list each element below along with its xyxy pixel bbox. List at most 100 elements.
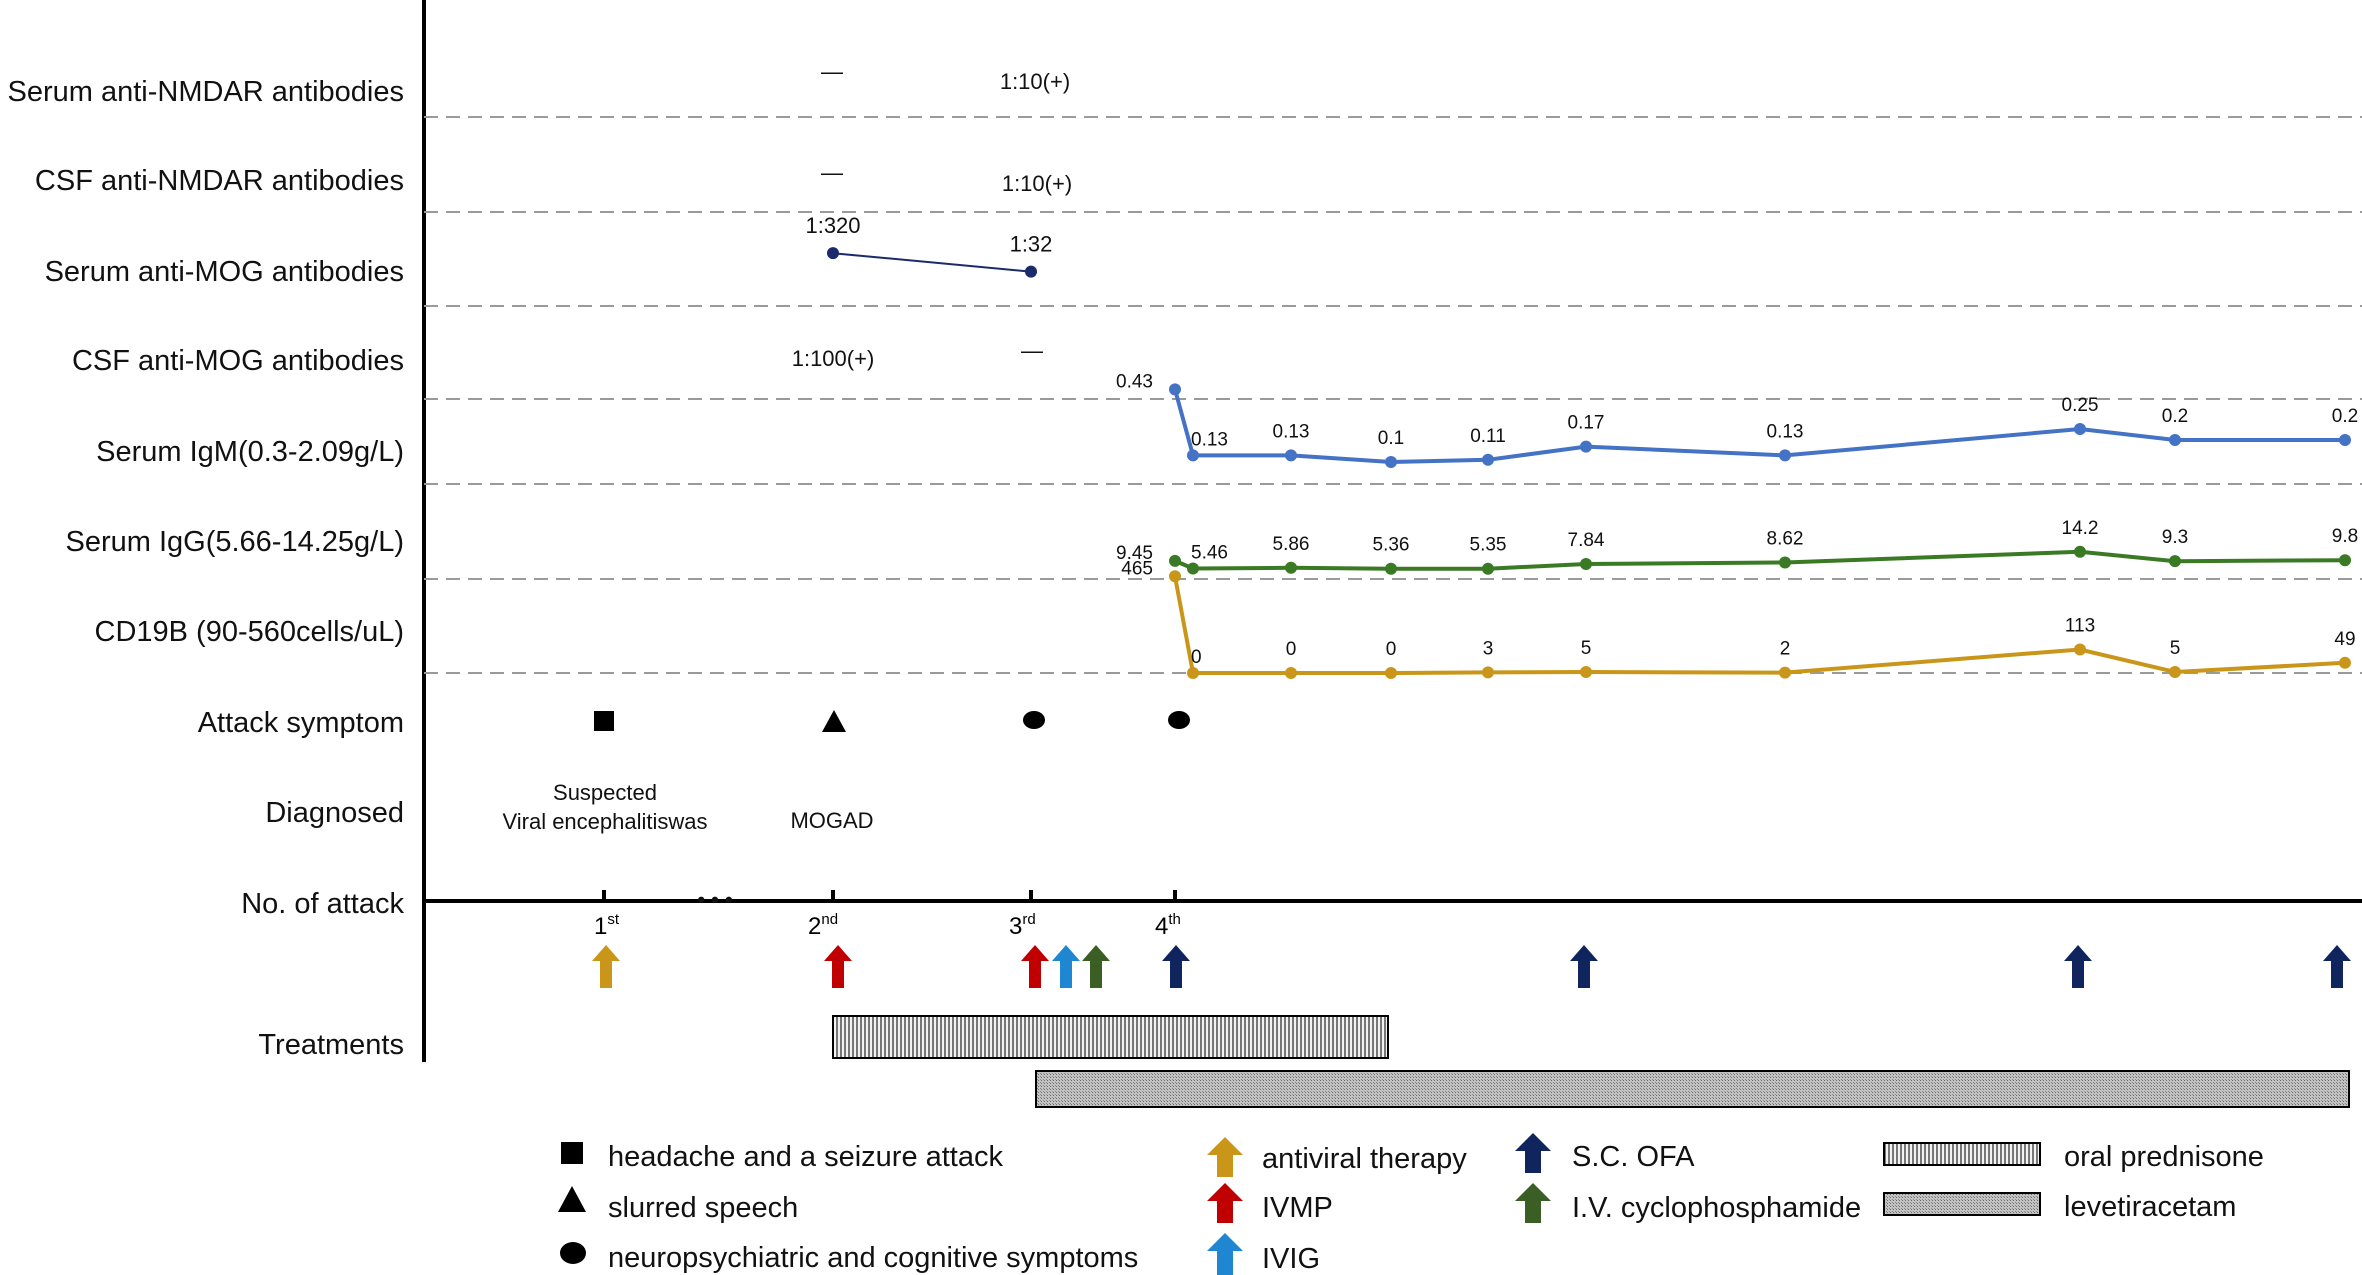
cd19-data-point: [1187, 667, 1199, 679]
cd19-data-label: 465: [1121, 558, 1153, 579]
legend-slurred: slurred speech: [608, 1192, 798, 1224]
igg-data-point: [2169, 555, 2181, 568]
cd19-data-label: 5: [2170, 638, 2181, 659]
symptom-slurred-speech: [822, 710, 846, 732]
legend-antiviral-arrow-icon: [1207, 1137, 1243, 1177]
legend-cyclo-arrow-icon: [1515, 1183, 1551, 1223]
mog-data-point: [1025, 265, 1037, 278]
igm-data-label: 0.2: [2162, 406, 2188, 427]
igm-data-point: [1580, 440, 1592, 453]
igm-data-point: [1482, 453, 1494, 466]
antiviral-arrow-icon: [592, 945, 620, 988]
mog-data-label: 1:32: [1010, 232, 1053, 257]
attack-label-2: 2nd: [808, 911, 838, 940]
igm-data-label: 0.2: [2332, 406, 2358, 427]
mog-data-label: 1:320: [805, 213, 860, 238]
diagnosis-suspected: Suspected: [553, 780, 657, 805]
legend: headache and a seizure attack slurred sp…: [558, 1133, 2264, 1275]
igg-data-point: [1285, 561, 1297, 574]
serum-nmdar-attack2-result: —: [821, 59, 843, 84]
igg-data-label: 8.62: [1767, 528, 1804, 549]
igm-data-label: 0.13: [1273, 421, 1310, 442]
cd19-data-point: [1779, 666, 1791, 679]
row-label-diagnosed: Diagnosed: [265, 797, 404, 829]
cd19-data-point: [1385, 667, 1397, 679]
legend-headache: headache and a seizure attack: [608, 1141, 1003, 1173]
diagnosis-viral-encephalitis: Viral encephalitiswas: [502, 809, 707, 834]
ofa-arrow-icon: [2323, 945, 2351, 988]
igm-data-label: 0.13: [1767, 421, 1804, 442]
igm-data-point: [2339, 434, 2351, 446]
legend-square-icon: [561, 1142, 583, 1164]
igm-data-label: 0.13: [1191, 429, 1228, 450]
row-label-igg: Serum IgG(5.66-14.25g/L): [65, 526, 404, 558]
csf-nmdar-attack2-result: —: [821, 160, 843, 185]
axis-ellipsis: • • •: [697, 887, 732, 912]
legend-ivmp-arrow-icon: [1207, 1183, 1243, 1223]
csf-nmdar-attack3-result: 1:10(+): [1002, 171, 1072, 196]
igm-data-label: 0.11: [1470, 426, 1506, 447]
igm-data-point: [2074, 423, 2086, 435]
row-label-csf-mog: CSF anti-MOG antibodies: [72, 345, 404, 377]
igg-data-label: 5.46: [1191, 543, 1228, 564]
cd19-data-point: [2169, 665, 2181, 678]
igg-data-label: 5.35: [1470, 535, 1507, 556]
igm-data-label: 0.25: [2062, 395, 2099, 416]
legend-neuro: neuropsychiatric and cognitive symptoms: [608, 1242, 1138, 1274]
attack-label-3: 3rd: [1009, 911, 1036, 940]
igm-data-point: [2169, 434, 2181, 446]
row-label-serum-mog: Serum anti-MOG antibodies: [45, 256, 404, 288]
cyclophosphamide-arrow-icon: [1082, 945, 1110, 988]
symptom-neuropsychiatric: [1168, 711, 1190, 729]
legend-levetiracetam: levetiracetam: [2064, 1191, 2236, 1223]
cd19-data-label: 0: [1191, 647, 1202, 668]
cd19-data-point: [2074, 643, 2086, 656]
legend-levetiracetam-swatch: [1883, 1192, 2041, 1216]
row-label-treatments: Treatments: [258, 1029, 404, 1061]
igm-data-label: 0.43: [1116, 371, 1153, 392]
row-label-serum-nmdar: Serum anti-NMDAR antibodies: [8, 76, 404, 108]
cd19-data-point: [1285, 667, 1297, 679]
csf-mog-attack2-result: 1:100(+): [792, 346, 875, 371]
symptom-headache-seizure: [594, 711, 614, 731]
igg-data-point: [1385, 562, 1397, 575]
igg-data-label: 14.2: [2062, 518, 2099, 539]
legend-ivmp: IVMP: [1262, 1192, 1333, 1224]
ofa-arrow-icon: [2064, 945, 2092, 988]
cd19-data-label: 113: [2065, 615, 2095, 636]
cd19-data-point: [1482, 666, 1494, 679]
attack-label-4: 4th: [1155, 911, 1181, 940]
igg-data-point: [1482, 562, 1494, 575]
cd19-data-label: 0: [1286, 639, 1297, 660]
igg-data-point: [1187, 562, 1199, 575]
ofa-arrow-icon: [1162, 945, 1190, 988]
symptom-neuropsychiatric: [1023, 711, 1045, 729]
legend-triangle-icon: [558, 1186, 586, 1212]
ivig-arrow-icon: [1052, 945, 1080, 988]
legend-cyclo: I.V. cyclophosphamide: [1572, 1192, 1861, 1224]
igg-data-point: [1169, 554, 1181, 567]
igg-data-label: 9.8: [2332, 526, 2358, 547]
igg-data-label: 7.84: [1568, 530, 1605, 551]
igm-data-point: [1169, 383, 1181, 396]
attack-label-1: 1st: [594, 911, 620, 940]
legend-antiviral: antiviral therapy: [1262, 1143, 1467, 1175]
igg-series-line: [1174, 549, 2346, 571]
ivmp-arrow-icon: [1021, 945, 1049, 988]
igg-data-point: [2339, 554, 2351, 567]
igm-series-line: [1173, 388, 2345, 465]
cd19-data-point: [1580, 665, 1592, 678]
legend-prednisone-swatch: [1883, 1142, 2041, 1166]
row-label-igm: Serum IgM(0.3-2.09g/L): [96, 436, 404, 468]
legend-ofa: S.C. OFA: [1572, 1141, 1695, 1173]
legend-ofa-arrow-icon: [1515, 1133, 1551, 1173]
igm-data-point: [1187, 449, 1199, 462]
igm-data-point: [1285, 449, 1297, 462]
igm-data-point: [1779, 449, 1791, 462]
mog-series-line: [832, 252, 1032, 273]
igg-data-label: 9.45: [1116, 543, 1153, 564]
mog-data-point: [827, 247, 839, 260]
cd19-data-label: 49: [2334, 629, 2355, 650]
